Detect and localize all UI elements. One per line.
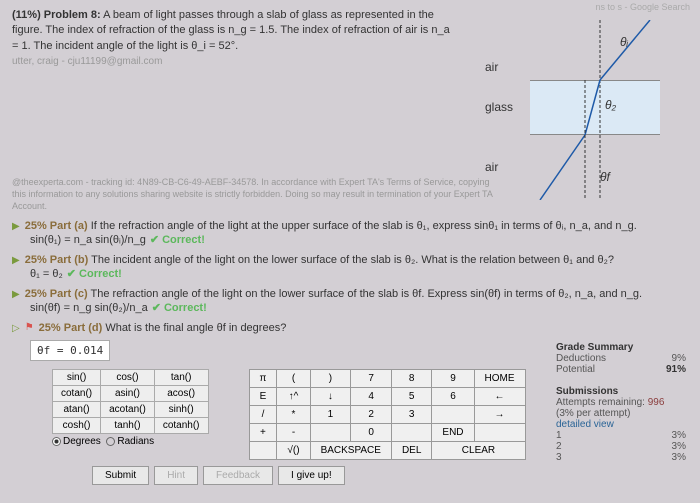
grade-summary: Grade Summary Deductions9% Potential91% … bbox=[556, 342, 686, 463]
submit-button[interactable]: Submit bbox=[92, 466, 149, 485]
search-hint: ns to s - Google Search bbox=[595, 2, 690, 12]
keypad[interactable]: π()789HOME E↑^↓456← /*123→ +-0END √()BAC… bbox=[249, 369, 526, 460]
feedback-button[interactable]: Feedback bbox=[203, 466, 273, 485]
functions-pad[interactable]: sin()cos()tan() cotan()asin()acos() atan… bbox=[52, 369, 209, 434]
answer-input[interactable]: θf = 0.014 bbox=[30, 340, 110, 361]
problem-statement: (11%) Problem 8: A beam of light passes … bbox=[12, 8, 452, 54]
part-b: ▶ 25% Part (b) The incident angle of the… bbox=[12, 254, 688, 266]
refraction-figure: air glass air θᵢ θ₂ θf bbox=[470, 20, 660, 200]
hint-button[interactable]: Hint bbox=[154, 466, 198, 485]
part-d: ▷⚑ 25% Part (d) What is the final angle … bbox=[12, 322, 688, 334]
angle-mode[interactable]: Degrees Radians bbox=[52, 436, 209, 447]
part-a: ▶ 25% Part (a) If the refraction angle o… bbox=[12, 220, 688, 232]
giveup-button[interactable]: I give up! bbox=[278, 466, 345, 485]
part-c: ▶ 25% Part (c) The refraction angle of t… bbox=[12, 288, 688, 300]
